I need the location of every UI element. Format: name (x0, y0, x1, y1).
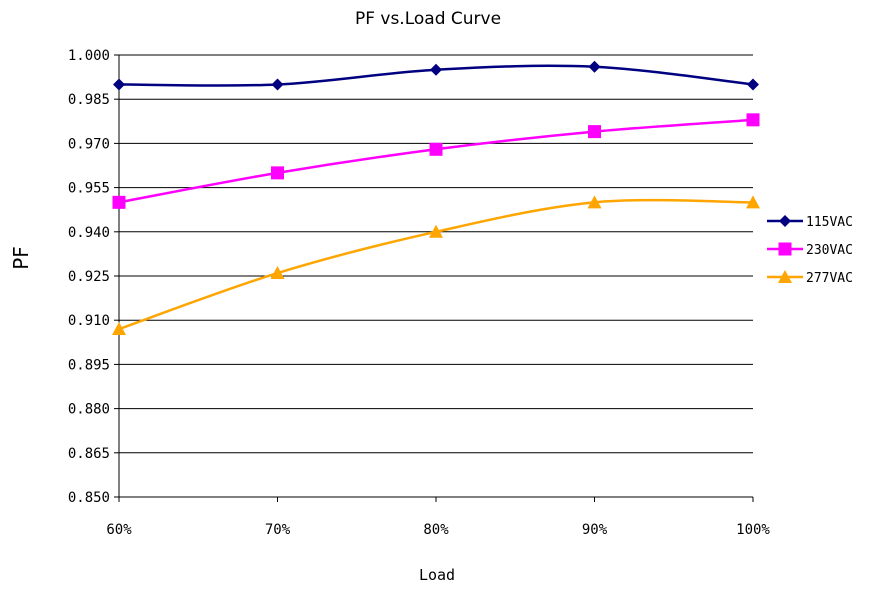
gridlines (114, 54, 753, 498)
data-point-277vac (112, 322, 126, 336)
y-tick-label: 0.925 (68, 269, 110, 285)
x-tick-label: 80% (423, 522, 449, 538)
data-point-115vac (747, 78, 759, 91)
y-tick-label: 0.985 (68, 92, 110, 108)
series-230vac (112, 113, 760, 209)
x-axis-label: Load (419, 566, 455, 584)
series-115vac (113, 60, 759, 91)
series-277vac (112, 195, 760, 336)
axes (118, 55, 754, 502)
y-tick-label: 0.970 (68, 136, 110, 152)
data-point-277vac (429, 224, 443, 238)
y-tick-label: 0.880 (68, 402, 110, 418)
series (112, 60, 760, 336)
data-point-115vac (588, 60, 601, 73)
y-tick-label: 0.850 (68, 490, 110, 506)
x-tick-label: 60% (106, 522, 132, 538)
legend: 115VAC 230VAC 277VAC (767, 215, 853, 286)
data-point-115vac (113, 78, 125, 91)
legend-label: 115VAC (806, 215, 853, 230)
legend-item-115vac: 115VAC (767, 215, 853, 230)
y-tick-label: 1.000 (68, 48, 110, 64)
series-line-277vac (118, 198, 754, 331)
legend-marker-277vac (778, 270, 792, 283)
y-tick-label: 0.895 (68, 357, 110, 373)
data-point-230vac (429, 142, 443, 156)
data-point-277vac (270, 266, 285, 280)
x-tick-label: 70% (265, 522, 291, 538)
chart-title: PF vs.Load Curve (355, 9, 501, 29)
y-tick-label: 0.910 (68, 313, 110, 329)
data-point-277vac (746, 195, 760, 209)
y-axis-label: PF (9, 246, 33, 270)
x-tick-labels: 60% 70% 80% 90% 100% (106, 522, 770, 538)
y-tick-labels: 1.000 0.985 0.970 0.955 0.940 0.925 0.910 0.895… (68, 48, 110, 506)
series-line-230vac (118, 118, 754, 204)
legend-item-277vac: 277VAC (767, 270, 853, 286)
legend-label: 277VAC (806, 271, 853, 286)
legend-marker-230vac (778, 242, 792, 256)
data-point-230vac (112, 195, 126, 209)
x-tick-label: 100% (736, 522, 770, 538)
data-point-230vac (588, 125, 601, 139)
legend-item-230vac: 230VAC (767, 242, 853, 258)
legend-label: 230VAC (806, 243, 853, 258)
y-tick-label: 0.865 (68, 446, 110, 462)
data-point-115vac (430, 63, 442, 76)
legend-marker-115vac (779, 215, 791, 227)
data-point-115vac (271, 78, 284, 91)
data-point-230vac (271, 166, 284, 180)
y-tick-label: 0.955 (68, 181, 110, 197)
data-point-230vac (746, 113, 760, 127)
data-point-277vac (587, 195, 602, 209)
y-tick-label: 0.940 (68, 225, 110, 241)
x-tick-label: 90% (582, 522, 608, 538)
